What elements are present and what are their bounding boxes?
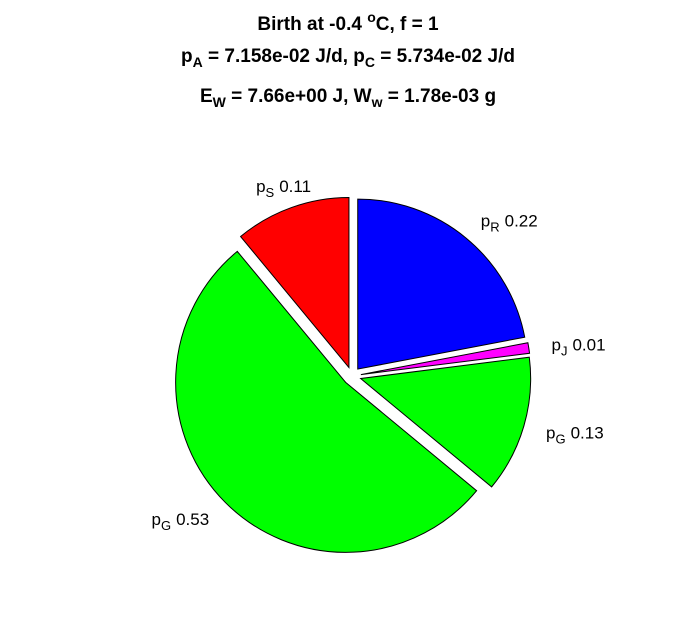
chart-title: Birth at -0.4 oC, f = 1: [257, 9, 439, 35]
pie-slice: [359, 356, 532, 488]
text-run: Birth at -0.4: [257, 14, 367, 35]
subscript: C: [365, 54, 375, 70]
text-run: = 1.78e-03 g: [383, 86, 497, 107]
subscript: J: [561, 343, 568, 358]
text-run: p: [151, 510, 160, 529]
slice-value: 0.22: [505, 211, 538, 230]
chart-title: EW = 7.66e+00 J, Ww = 1.78e-03 g: [200, 86, 496, 110]
subscript: W: [213, 94, 227, 110]
pie-slice: [360, 342, 531, 376]
subscript: G: [555, 431, 565, 446]
text-run: = 7.66e+00 J, W: [226, 86, 372, 107]
slice-value: 0.13: [571, 423, 604, 442]
text-run: p: [546, 423, 555, 442]
text-run: C, f = 1: [376, 14, 439, 35]
slice-value: 0.53: [176, 510, 209, 529]
slice-label: pS 0.11: [256, 177, 311, 200]
subscript: w: [371, 94, 383, 110]
slice-label: pG 0.53: [151, 510, 209, 533]
text-run: = 5.734e-02 J/d: [375, 46, 515, 67]
slice-label: pJ 0.01: [552, 335, 606, 358]
subscript: G: [161, 518, 171, 533]
pie-slice: [357, 198, 526, 370]
text-run: p: [481, 211, 490, 230]
subscript: S: [266, 185, 275, 200]
pie-slice: [239, 197, 350, 369]
text-run: E: [200, 86, 213, 107]
text-run: p: [552, 335, 561, 354]
slice-value: 0.11: [279, 177, 311, 196]
slice-value: 0.01: [572, 335, 605, 354]
slice-label: pR 0.22: [481, 211, 538, 234]
pie-slice: [175, 250, 478, 553]
subscript: A: [193, 54, 203, 70]
text-run: p: [256, 177, 265, 196]
slice-label: pG 0.13: [546, 423, 604, 446]
text-run: = 7.158e-02 J/d, p: [203, 46, 365, 67]
subscript: R: [490, 219, 499, 234]
text-run: p: [181, 46, 193, 67]
chart-title: pA = 7.158e-02 J/d, pC = 5.734e-02 J/d: [181, 46, 515, 70]
supscript: o: [367, 9, 376, 25]
